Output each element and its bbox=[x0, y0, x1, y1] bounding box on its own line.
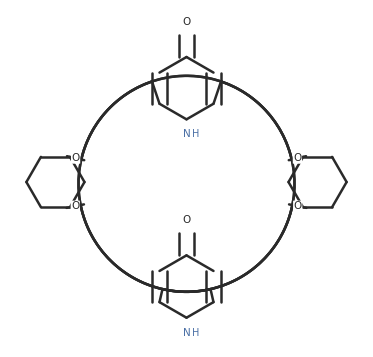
Text: O: O bbox=[293, 153, 301, 163]
Text: N: N bbox=[183, 328, 190, 338]
Text: H: H bbox=[192, 129, 200, 139]
Text: O: O bbox=[294, 201, 302, 211]
Text: O: O bbox=[182, 17, 191, 27]
Text: O: O bbox=[72, 153, 80, 163]
Text: O: O bbox=[182, 215, 191, 225]
Text: H: H bbox=[192, 328, 200, 338]
Text: O: O bbox=[71, 201, 79, 211]
Text: N: N bbox=[183, 129, 190, 139]
